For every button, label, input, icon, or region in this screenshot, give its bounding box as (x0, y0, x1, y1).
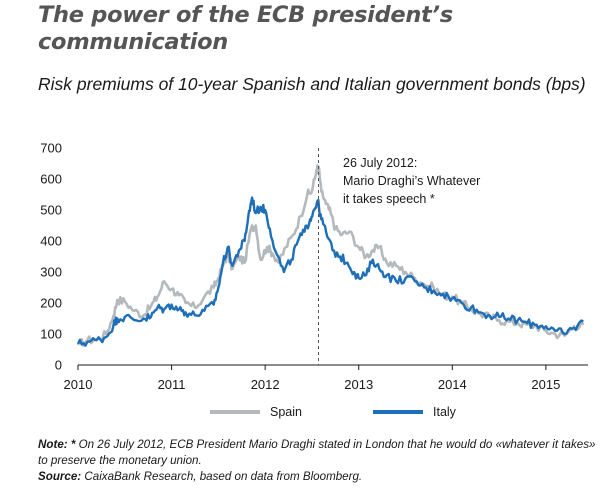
note-text: On 26 July 2012, ECB President Mario Dra… (38, 438, 596, 467)
y-tick-label: 100 (40, 327, 62, 342)
y-tick-label: 700 (40, 141, 62, 156)
x-tick-label: 2013 (344, 377, 373, 392)
annotation: 26 July 2012: Mario Draghi’s Whatever it… (317, 148, 480, 365)
source: Source: CaixaBank Research, based on dat… (38, 469, 608, 485)
x-tick-label: 2015 (531, 377, 560, 392)
footnotes: Note: * On 26 July 2012, ECB President M… (38, 437, 608, 485)
y-tick-label: 200 (40, 296, 62, 311)
legend-label-italy: Italy (433, 405, 457, 419)
y-tick-label: 600 (40, 172, 62, 187)
annotation-line1: 26 July 2012: (343, 156, 417, 170)
chart-subtitle: Risk premiums of 10-year Spanish and Ita… (38, 74, 586, 94)
annotation-line2: Mario Draghi’s Whatever (343, 174, 480, 188)
legend-label-spain: Spain (270, 405, 302, 419)
y-tick-label: 0 (55, 358, 62, 373)
chart-title: The power of the ECB president’s communi… (38, 2, 453, 55)
x-tick-label: 2014 (438, 377, 467, 392)
source-text: CaixaBank Research, based on data from B… (84, 470, 363, 483)
x-tick-label: 2010 (64, 377, 93, 392)
note-label: Note: (38, 438, 71, 451)
legend: Spain Italy (210, 405, 457, 419)
x-tick-label: 2011 (158, 377, 186, 392)
y-tick-label: 300 (40, 265, 62, 280)
x-tick-label: 2012 (251, 377, 280, 392)
note-star: * (70, 438, 79, 451)
annotation-line3: it takes speech * (343, 192, 435, 206)
axes: 0 100 200 300 400 500 600 700 2010 2011 2012 2013 20… (40, 141, 588, 392)
note: Note: * On 26 July 2012, ECB President M… (38, 437, 608, 469)
source-label: Source: (38, 470, 85, 483)
series-line-italy (76, 196, 584, 347)
y-tick-label: 500 (40, 203, 62, 218)
series-layer (76, 164, 585, 348)
y-tick-label: 400 (40, 234, 62, 249)
